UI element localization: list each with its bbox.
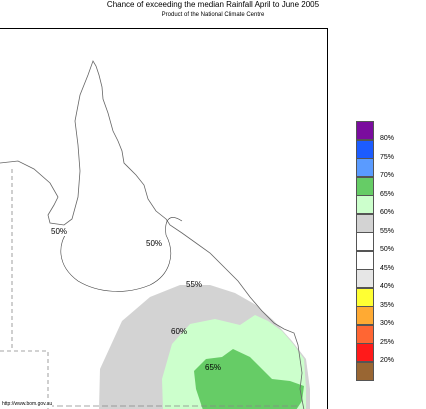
legend-label: 60% [380,209,395,216]
legend-label: 50% [380,246,395,253]
legend-swatch [356,213,374,233]
legend-swatch [356,269,374,288]
legend-label: 20% [380,357,395,364]
legend-item: 40% [356,269,416,290]
legend-item: 75% [356,139,416,161]
legend-item: 20% [356,343,416,364]
legend-label: 70% [380,172,395,179]
contour-label-55: 55% [186,280,203,289]
contour-label-50-east: 50% [145,239,164,248]
legend-item: 65% [356,176,416,198]
legend-swatch [356,250,374,270]
legend-label: 25% [380,338,395,346]
legend-swatch [356,306,374,325]
legend-swatch [356,121,374,140]
contour-label-60: 60% [171,327,188,336]
legend-swatch [356,324,374,344]
map-subtitle: Product of the National Climate Centre [161,12,265,18]
contour-label-50-north: 50% [50,227,69,236]
contour-50-coast [165,217,183,236]
legend-label: 40% [380,283,395,290]
legend-label: 65% [380,190,395,198]
legend-label: 45% [380,264,395,272]
legend-swatch [356,361,374,381]
legend-label: 30% [380,320,395,327]
legend-item: 70% [356,158,416,179]
legend-swatch [356,232,374,251]
legend-item [356,361,416,381]
legend-item: 60% [356,195,416,216]
legend-swatch [356,287,374,307]
legend-item: 50% [356,232,416,253]
legend-item: 45% [356,250,416,272]
legend-label: 80% [380,135,395,142]
legend-swatch [356,176,374,196]
map-title: Chance of exceeding the median Rainfall … [106,0,320,9]
queensland-map [0,60,310,409]
contour-label-65: 65% [205,363,222,372]
legend-label: 75% [380,153,395,161]
region-65-70 [194,349,304,409]
coastline [0,60,305,409]
legend-swatch [356,343,374,362]
legend-swatch [356,195,374,214]
legend-item: 55% [356,213,416,235]
legend-item: 80% [356,121,416,142]
contour-50-west [60,230,172,292]
legend-label: 35% [380,301,395,309]
source-credit: http://www.bom.gov.au [2,401,53,407]
legend-swatch [356,139,374,159]
legend-item: 25% [356,324,416,346]
legend-item: 35% [356,287,416,309]
map-panel: 50% 50% 55% 60% 65% [0,28,328,409]
legend-swatch [356,158,374,177]
state-border-south [0,350,49,409]
legend-label: 55% [380,227,395,235]
legend-item: 30% [356,306,416,327]
